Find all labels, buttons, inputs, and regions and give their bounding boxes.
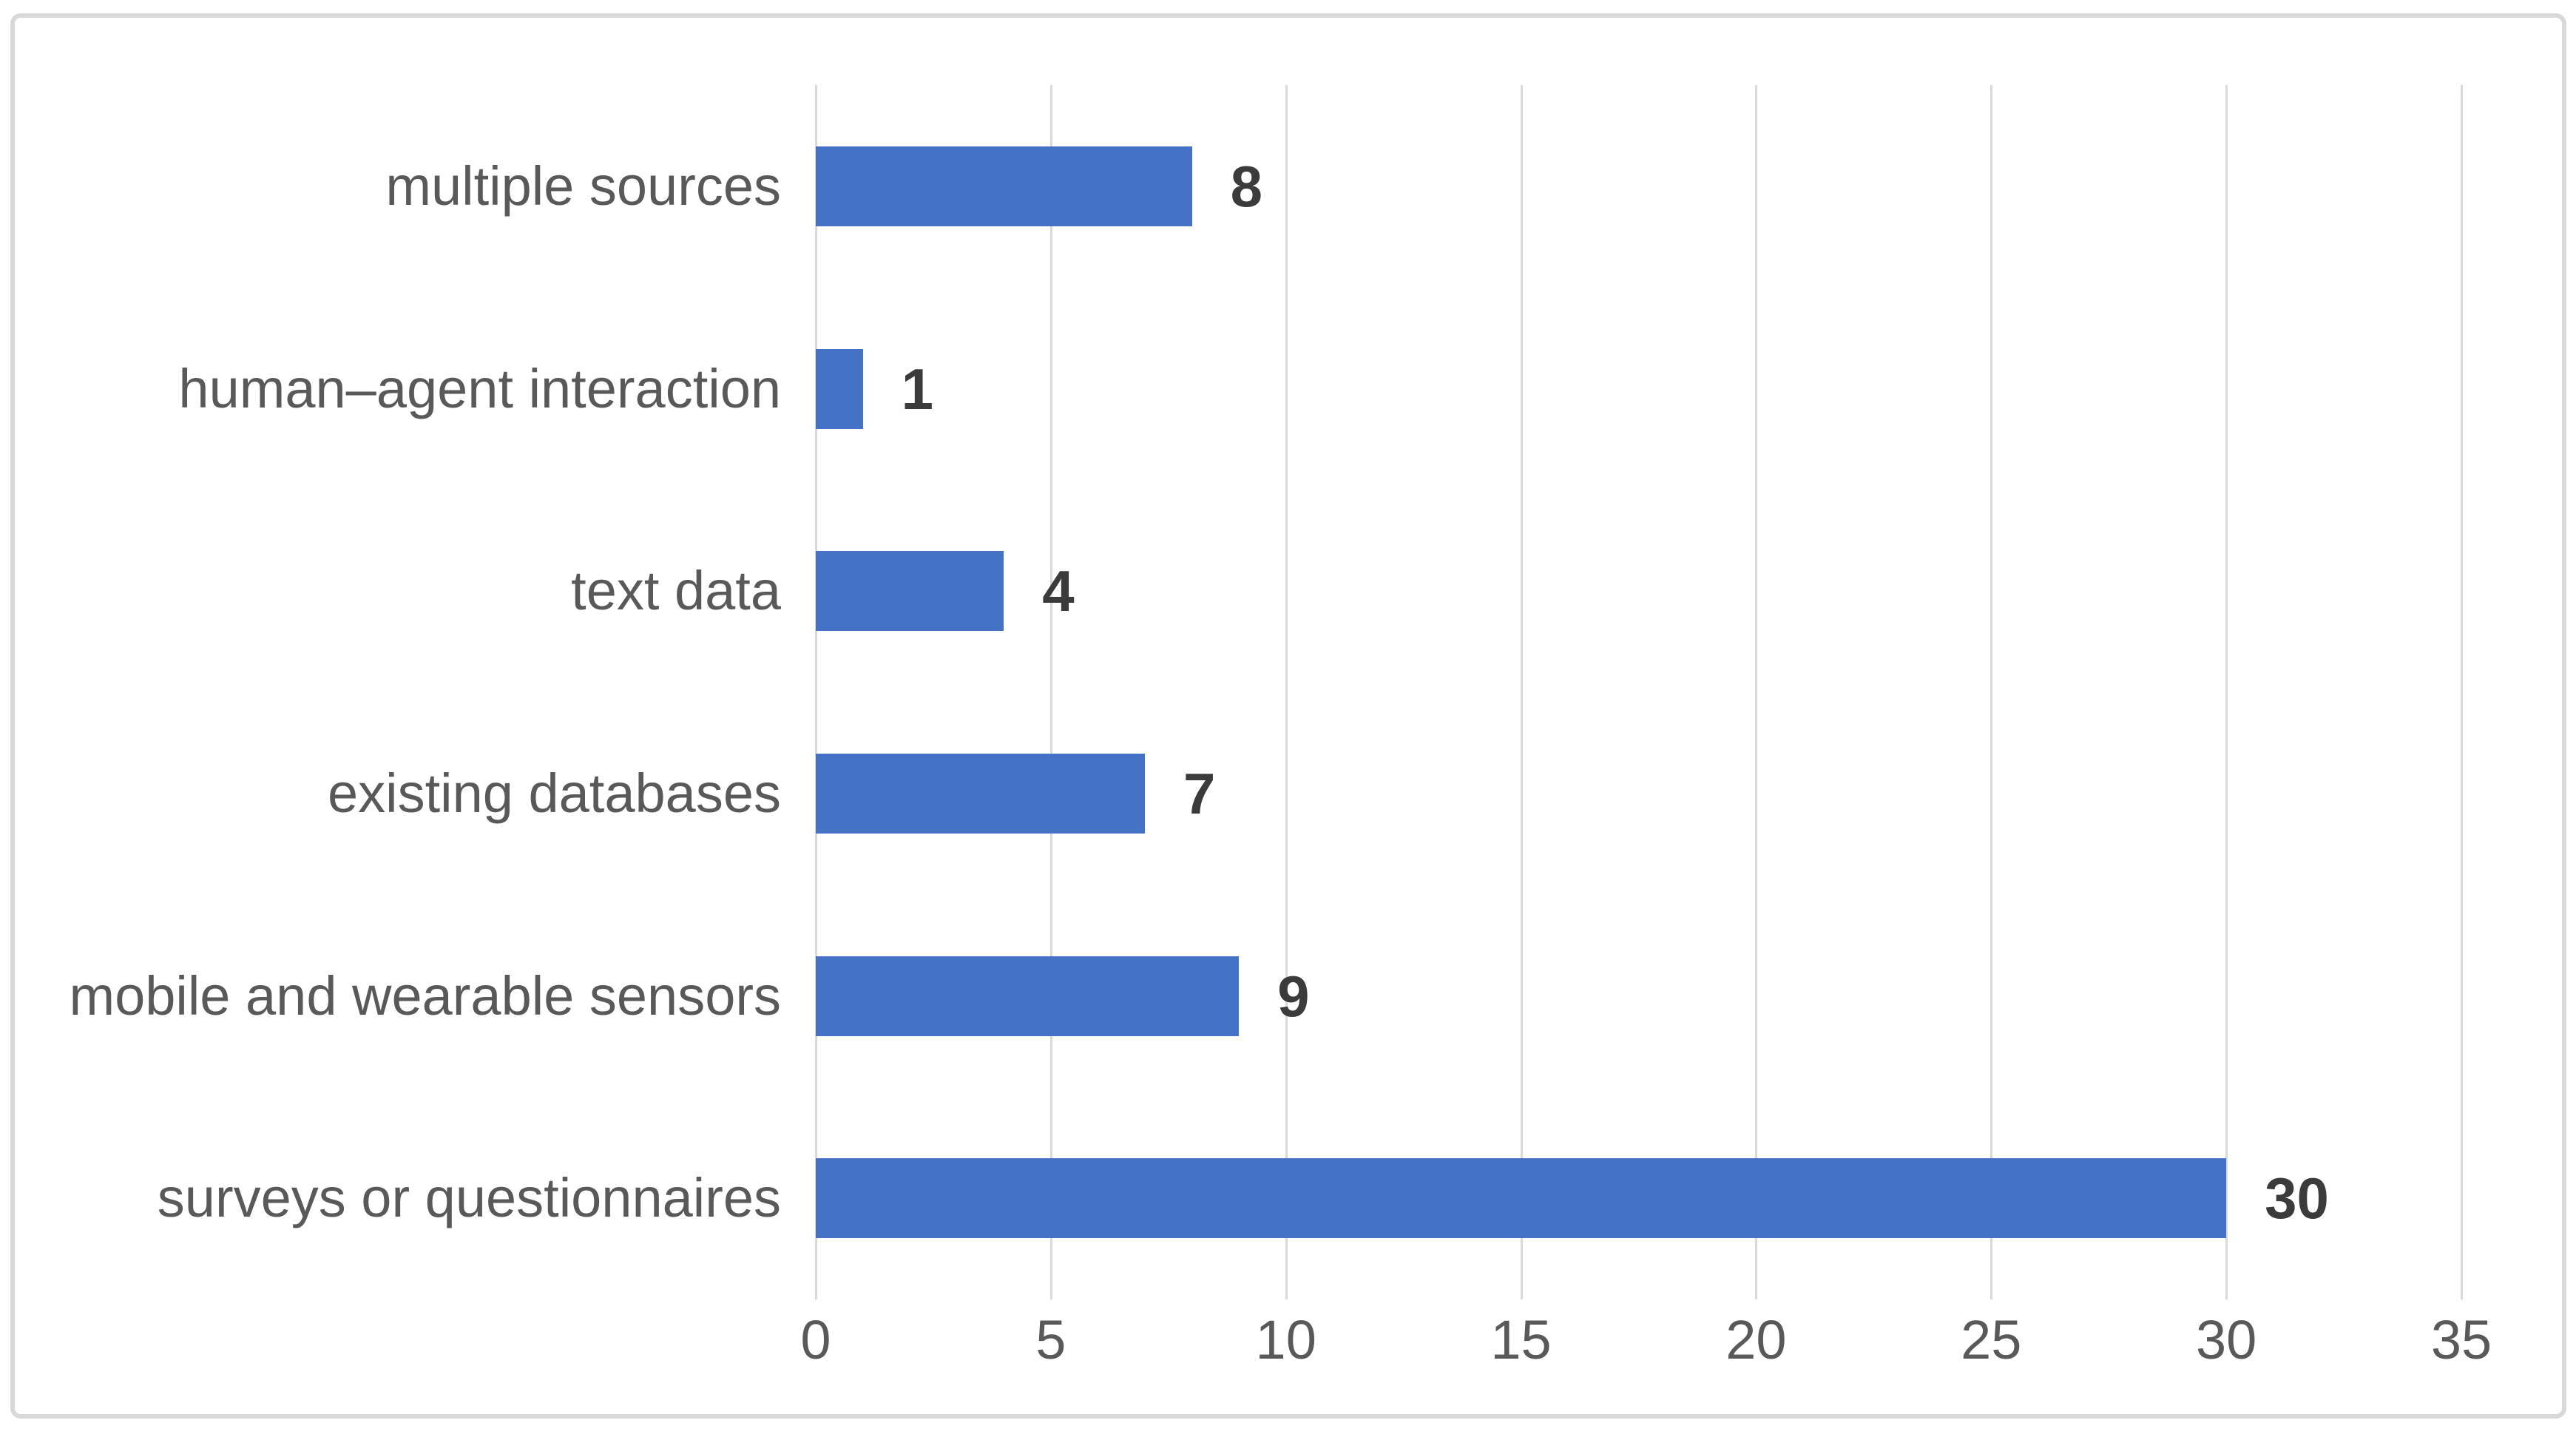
x-tick-label-20: 20 xyxy=(1725,1309,1787,1370)
data-label: 7 xyxy=(1183,760,1216,826)
x-tick-label-5: 5 xyxy=(1035,1309,1066,1370)
data-label: 1 xyxy=(901,356,933,422)
x-tick-label-15: 15 xyxy=(1490,1309,1552,1370)
gridline-10 xyxy=(1285,85,1288,1299)
data-label: 30 xyxy=(2265,1166,2329,1231)
x-tick-label-0: 0 xyxy=(800,1309,831,1370)
category-label: existing databases xyxy=(328,762,781,824)
x-tick-label-35: 35 xyxy=(2430,1309,2492,1370)
bar-surveys-or-questionnaires xyxy=(816,1158,2227,1239)
data-label: 9 xyxy=(1277,963,1310,1029)
bar-chart: 0 5 10 15 20 25 30 35 multiple sources 8 human–age… xyxy=(10,13,2566,1419)
category-label: multiple sources xyxy=(385,155,781,217)
gridline-30 xyxy=(2225,85,2228,1299)
data-label: 4 xyxy=(1042,558,1075,624)
bar-existing-databases xyxy=(816,753,1145,834)
bar-mobile-and-wearable-sensors xyxy=(816,956,1240,1036)
category-label: human–agent interaction xyxy=(178,357,781,419)
gridline-15 xyxy=(1520,85,1523,1299)
gridline-25 xyxy=(1990,85,1993,1299)
gridline-35 xyxy=(2461,85,2463,1299)
bar-human-agent-interaction xyxy=(816,348,863,429)
bar-text-data xyxy=(816,551,1004,632)
category-label: surveys or questionnaires xyxy=(157,1167,781,1229)
x-tick-label-25: 25 xyxy=(1961,1309,2022,1370)
gridline-20 xyxy=(1755,85,1758,1299)
gridline-0 xyxy=(815,85,817,1299)
plot-area: 0 5 10 15 20 25 30 35 multiple sources 8 human–age… xyxy=(15,18,2562,1414)
bar-multiple-sources xyxy=(816,146,1192,226)
x-tick-label-30: 30 xyxy=(2195,1309,2257,1370)
category-label: mobile and wearable sensors xyxy=(69,964,781,1027)
x-tick-label-10: 10 xyxy=(1255,1309,1316,1370)
gridline-5 xyxy=(1049,85,1052,1299)
category-label: text data xyxy=(571,560,781,622)
data-label: 8 xyxy=(1230,153,1262,219)
